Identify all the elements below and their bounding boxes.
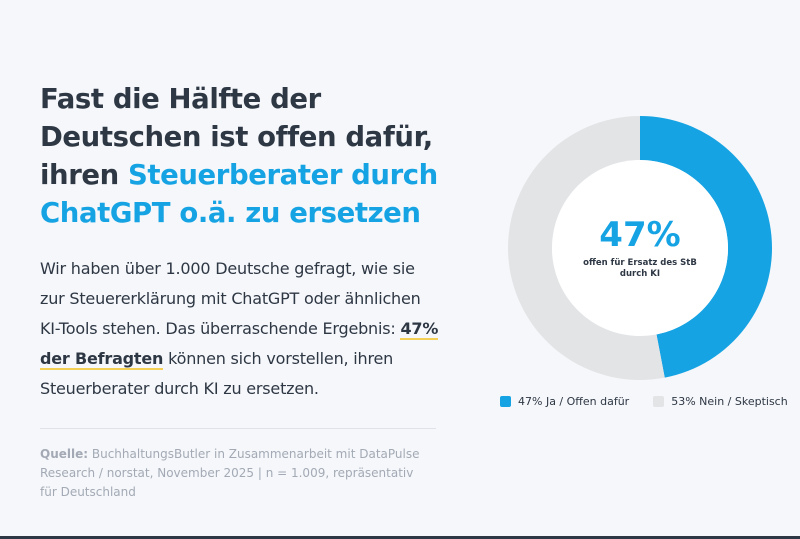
headline: Fast die Hälfte der Deutschen ist offen …: [40, 80, 440, 232]
headline-accent-1: Steuerberater durch: [127, 159, 438, 191]
headline-line-2: Deutschen ist offen dafür,: [40, 121, 433, 153]
donut-svg: [508, 116, 773, 380]
source-text: BuchhaltungsButler in Zusammenarbeit mit…: [40, 447, 420, 499]
headline-accent-2: ChatGPT o.ä. zu ersetzen: [40, 197, 421, 229]
donut-hole: [552, 160, 728, 336]
legend-swatch-no: [653, 396, 665, 407]
lead-paragraph: Wir haben über 1.000 Deutsche gefragt, w…: [40, 254, 440, 404]
bottom-border: [0, 536, 800, 539]
lead-highlight: 47% der Befragten: [40, 319, 439, 370]
legend-label-yes: 47% Ja / Offen dafür: [518, 395, 630, 408]
divider: [40, 428, 436, 429]
legend-item-no: 53% Nein / Skeptisch: [653, 395, 788, 408]
legend-swatch-yes: [500, 396, 511, 407]
source-note: Quelle: BuchhaltungsButler in Zusammenar…: [40, 445, 430, 502]
center-value: 47%: [599, 215, 681, 255]
lead-text-2: können sich vorstellen, ihren Steuerbera…: [40, 349, 394, 398]
donut-chart: 47% offen für Ersatz des StB durch KI: [500, 108, 780, 388]
donut-slice-no: [508, 116, 665, 380]
legend-label-no: 53% Nein / Skeptisch: [671, 395, 788, 408]
headline-line-3: ihren: [40, 159, 128, 191]
donut-center: 47% offen für Ersatz des StB durch KI: [500, 108, 780, 388]
donut-slice-yes: [640, 116, 773, 378]
legend-item-yes: 47% Ja / Offen dafür: [500, 395, 629, 408]
lead-text-1: Wir haben über 1.000 Deutsche gefragt, w…: [40, 259, 421, 338]
center-label: offen für Ersatz des StB durch KI: [583, 258, 697, 279]
headline-line-1: Fast die Hälfte der: [40, 83, 321, 115]
source-label: Quelle:: [40, 447, 89, 461]
chart-legend: 47% Ja / Offen dafür 53% Nein / Skeptisc…: [500, 395, 790, 408]
text-column: Fast die Hälfte der Deutschen ist offen …: [40, 80, 440, 502]
